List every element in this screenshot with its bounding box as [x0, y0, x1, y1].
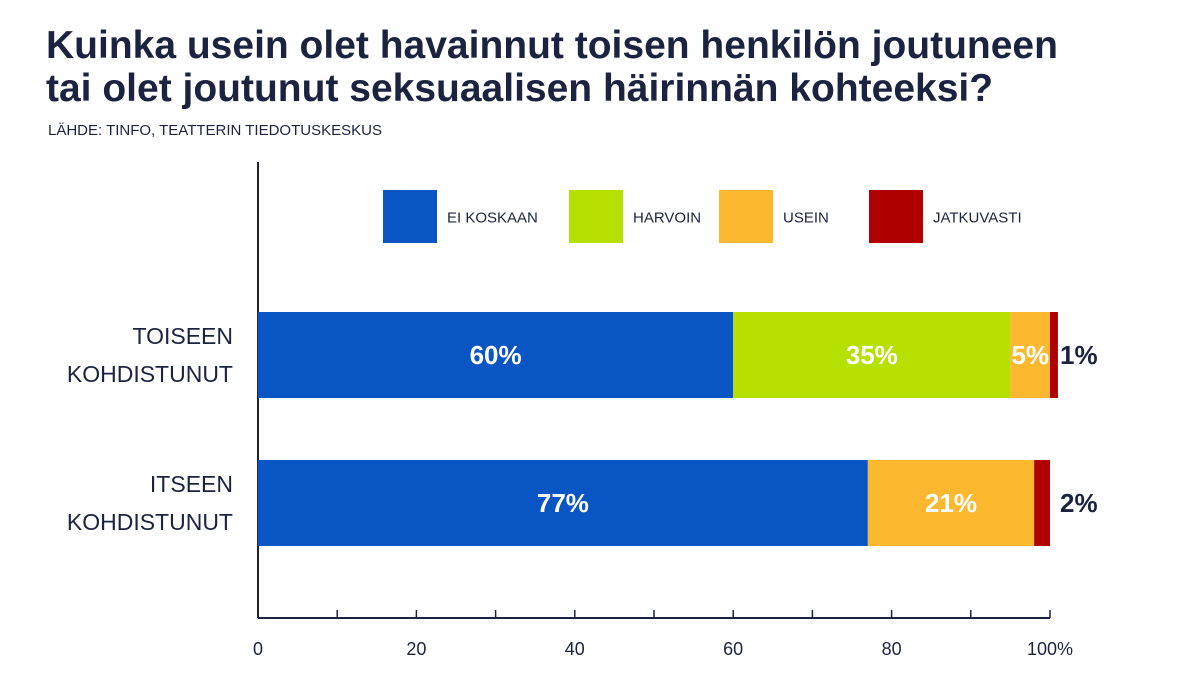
bar-segment	[1010, 312, 1050, 398]
chart-title-line-2: tai olet joutunut seksuaalisen häirinnän…	[46, 67, 994, 110]
x-tick-label: 80	[882, 639, 902, 659]
bar-segment	[1034, 460, 1050, 546]
x-tick-label: 20	[406, 639, 426, 659]
category-label: KOHDISTUNUT	[67, 361, 233, 387]
data-label: 77%	[537, 488, 589, 518]
x-tick-label: 0	[253, 639, 263, 659]
x-tick-label: 100%	[1027, 639, 1073, 659]
legend-swatch	[869, 190, 923, 243]
data-label: 1%	[1060, 340, 1098, 370]
category-label: TOISEEN	[132, 323, 233, 349]
x-tick-label: 40	[565, 639, 585, 659]
legend-swatch	[719, 190, 773, 243]
legend-label: USEIN	[783, 210, 829, 227]
category-label: ITSEEN	[150, 471, 233, 497]
x-tick-label: 60	[723, 639, 743, 659]
bar-segment	[733, 312, 1011, 398]
legend-label: EI KOSKAAN	[447, 210, 538, 227]
legend-label: JATKUVASTI	[933, 210, 1022, 227]
legend-label: HARVOIN	[633, 210, 701, 227]
bar-segment	[867, 460, 1035, 546]
data-label: 2%	[1060, 488, 1098, 518]
chart-source: LÄHDE: TINFO, TEATTERIN TIEDOTUSKESKUS	[48, 122, 382, 139]
chart-title-line-1: Kuinka usein olet havainnut toisen henki…	[46, 24, 1058, 67]
data-label: 21%	[925, 488, 977, 518]
legend-swatch	[383, 190, 437, 243]
bar-segment	[258, 460, 868, 546]
chart-title: Kuinka usein olet havainnut toisen henki…	[46, 24, 1176, 110]
bar-segment	[1050, 312, 1058, 398]
category-label: KOHDISTUNUT	[67, 509, 233, 535]
bar-segment	[258, 312, 734, 398]
data-label: 35%	[846, 340, 898, 370]
legend-swatch	[569, 190, 623, 243]
data-label: 60%	[470, 340, 522, 370]
data-label: 5%	[1011, 340, 1049, 370]
